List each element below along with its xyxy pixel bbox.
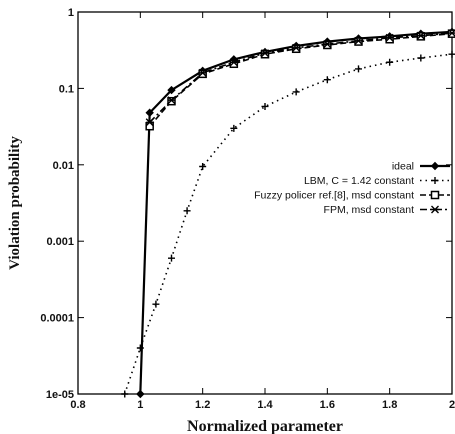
diamond-marker — [430, 161, 440, 171]
y-tick-label: 0.001 — [46, 236, 74, 248]
x-tick-label: 2 — [449, 399, 455, 411]
x-tick-label: 0.8 — [70, 399, 85, 411]
diamond-marker — [167, 85, 176, 95]
plus-marker — [417, 54, 425, 62]
series-line — [139, 30, 453, 395]
plus-marker — [386, 58, 394, 66]
diamond-marker — [136, 389, 145, 399]
series-layer — [121, 27, 455, 399]
cross-marker — [292, 43, 301, 52]
plus-marker — [261, 102, 269, 110]
plus-marker — [183, 207, 191, 215]
x-axis-title: Normalized parameter — [187, 418, 343, 434]
plus-marker — [323, 76, 331, 84]
plus-marker — [431, 177, 439, 184]
plus-marker — [152, 300, 160, 308]
plus-marker — [121, 390, 129, 398]
x-tick-label: 1.2 — [195, 399, 210, 411]
diamond-marker — [145, 108, 154, 117]
cross-marker — [416, 31, 425, 40]
plus-marker — [136, 344, 144, 352]
y-tick-label: 0.0001 — [40, 313, 74, 325]
plot-frame — [77, 11, 453, 395]
cross-marker — [323, 40, 332, 49]
square-marker — [145, 121, 154, 131]
legend-entry: Fuzzy policer ref.[8], msd constant — [254, 190, 450, 202]
cross-marker — [448, 29, 455, 38]
plus-marker — [355, 65, 362, 73]
series-line — [149, 32, 453, 123]
y-axis-title: Violation probability — [7, 136, 23, 270]
square-marker — [260, 49, 270, 59]
plus-marker — [168, 254, 175, 262]
cross-marker — [385, 33, 394, 42]
y-tick-label: 0.1 — [59, 83, 74, 95]
cross-marker — [261, 49, 269, 58]
square-marker — [430, 190, 440, 200]
x-tick-label: 1.8 — [382, 399, 397, 411]
cross-marker — [145, 118, 154, 127]
series-4 — [145, 29, 455, 127]
legend: ideal LBM, C = 1.42 constant Fuzzy policer… — [254, 161, 450, 216]
plus-marker — [230, 124, 238, 132]
cross-marker — [167, 96, 176, 105]
y-tick-label: 1e-05 — [46, 389, 74, 401]
legend-label: FPM, msd constant — [324, 204, 415, 216]
legend-entry: LBM, C = 1.42 constant — [304, 175, 450, 187]
legend-label: ideal — [392, 161, 414, 173]
cross-marker — [431, 205, 439, 214]
legend-label: Fuzzy policer ref.[8], msd constant — [254, 190, 414, 202]
x-tick-label: 1.4 — [257, 399, 273, 411]
y-tick-label: 0.01 — [53, 160, 74, 172]
plus-marker — [199, 163, 207, 171]
series-2 — [121, 50, 455, 398]
legend-label: LBM, C = 1.42 constant — [304, 175, 414, 187]
legend-entry: FPM, msd constant — [324, 204, 450, 216]
legend-entry: ideal — [392, 161, 450, 173]
plus-marker — [448, 50, 455, 58]
plus-marker — [292, 88, 300, 96]
axis-ticks: 0.8 1 1.2 1.4 1.6 1.8 2 1e-05 0.0001 0.001 0.01 0.1… — [40, 7, 455, 411]
x-tick-label: 1 — [137, 399, 143, 411]
y-tick-label: 1 — [68, 7, 74, 19]
x-tick-label: 1.6 — [320, 399, 335, 411]
cross-marker — [354, 36, 363, 45]
cross-marker — [229, 58, 238, 67]
square-marker — [385, 34, 394, 44]
series-line — [123, 53, 453, 395]
cross-marker — [198, 68, 207, 77]
